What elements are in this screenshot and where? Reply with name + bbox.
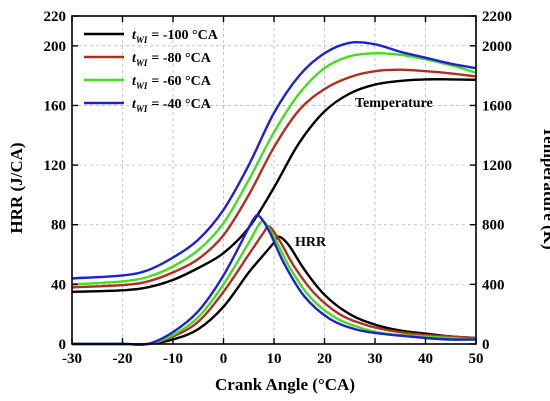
y-tick-label: 40 (51, 277, 66, 293)
legend-var: t (132, 51, 137, 66)
x-tick-label: 40 (418, 351, 433, 367)
legend-subscript: WI (136, 58, 148, 68)
temperature-line-2 (71, 52, 477, 286)
y-tick-label: 120 (44, 158, 67, 174)
legend-series-name: = -100 °CA (151, 28, 218, 43)
legend-series-name: = -60 °CA (151, 74, 211, 89)
y-tick-label: 220 (44, 9, 67, 25)
y2-tick-label: 2200 (482, 9, 512, 25)
legend-label-3: tWI = -40 °CA (132, 97, 212, 114)
x-tick-label: -30 (62, 351, 82, 367)
temperature-line-3 (71, 40, 477, 280)
x-tick-label: 0 (220, 351, 228, 367)
y2-tick-label: 400 (482, 277, 505, 293)
x-tick-label: 20 (317, 351, 332, 367)
y2-axis-title: Temperature (K) (540, 126, 550, 249)
x-tick-label: -10 (163, 351, 183, 367)
temperature-annotation: Temperature (355, 96, 433, 111)
y2-tick-label: 0 (482, 337, 490, 353)
ticks-layer: -30 -20 -10 0 10 20 30 40 5004080120160200220040… (44, 9, 513, 367)
temperature-line-1 (71, 68, 477, 289)
legend-subscript: WI (136, 81, 148, 91)
hrr-line-3 (71, 213, 477, 347)
x-tick-label: 10 (267, 351, 282, 367)
legend-var: t (132, 74, 137, 89)
legend-subscript: WI (136, 35, 148, 45)
series-layer (71, 40, 477, 347)
x-axis-title: Crank Angle (°CA) (215, 375, 355, 394)
legend-label-0: tWI = -100 °CA (132, 28, 219, 45)
x-tick-label: 50 (469, 351, 484, 367)
x-tick-label: 30 (368, 351, 383, 367)
y2-tick-label: 1200 (482, 158, 512, 174)
y2-tick-label: 1600 (482, 98, 512, 114)
y2-tick-label: 2000 (482, 39, 512, 55)
y-tick-label: 80 (51, 218, 66, 234)
hrr-annotation: HRR (295, 235, 327, 250)
y-tick-label: 200 (44, 39, 67, 55)
y2-tick-label: 800 (482, 218, 505, 234)
y-axis-title: HRR (J/CA) (7, 142, 26, 233)
legend-series-name: = -40 °CA (151, 97, 211, 112)
legend-label-2: tWI = -60 °CA (132, 74, 212, 91)
legend-var: t (132, 97, 137, 112)
legend-label-1: tWI = -80 °CA (132, 51, 212, 68)
legend-var: t (132, 28, 137, 43)
y-tick-label: 160 (44, 98, 67, 114)
temperature-line-0 (71, 78, 477, 293)
legend-series-name: = -80 °CA (151, 51, 211, 66)
legend-subscript: WI (136, 104, 148, 114)
x-tick-label: -20 (113, 351, 133, 367)
y-tick-label: 0 (59, 337, 67, 353)
